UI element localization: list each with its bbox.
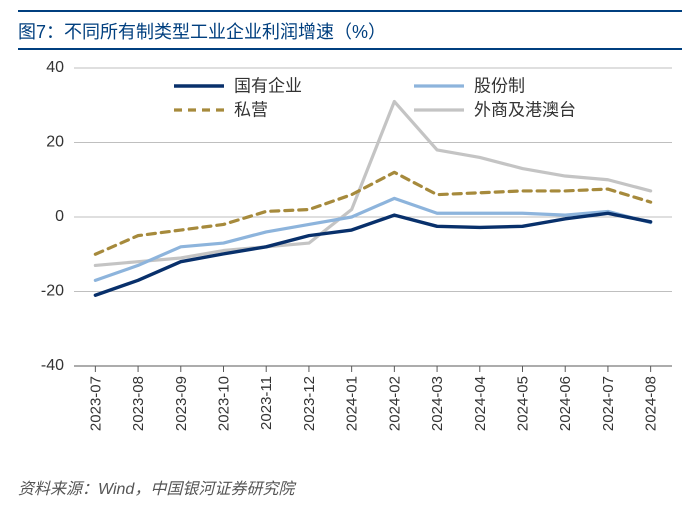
x-tick-label: 2024-06: [557, 376, 574, 431]
legend-label: 国有企业: [234, 76, 302, 95]
chart-plot-area: -40 -20 0 20 40 2023-07 2023-08 2023-09 2023-10 2…: [18, 56, 682, 473]
x-tick-label: 2024-04: [472, 376, 489, 431]
source-row: 资料来源：Wind，中国银河证券研究院: [18, 473, 682, 499]
series-line: [95, 198, 650, 280]
x-tick-label: 2023-12: [301, 376, 318, 431]
y-tick-label: 40: [46, 59, 64, 76]
chart-title: 图7：不同所有制类型工业企业利润增速（%）: [18, 22, 386, 42]
x-tick-label: 2023-08: [130, 376, 147, 431]
x-tick-label: 2023-07: [87, 376, 104, 431]
source-text: 资料来源：Wind，中国银河证券研究院: [18, 481, 294, 498]
legend-label: 外商及港澳台: [474, 100, 576, 119]
legend-label: 私营: [234, 100, 268, 119]
x-tick-label: 2024-08: [643, 376, 660, 431]
chart-title-row: 图7：不同所有制类型工业企业利润增速（%）: [18, 10, 682, 50]
x-tick-label: 2024-05: [515, 376, 532, 431]
x-tick-label: 2024-02: [386, 376, 403, 431]
series-line: [95, 213, 650, 295]
y-tick-label: -20: [41, 283, 64, 300]
x-tick-label: 2023-09: [173, 376, 190, 431]
x-tick-label: 2024-01: [344, 376, 361, 431]
y-tick-label: 20: [46, 134, 64, 151]
x-tick-label: 2023-10: [216, 376, 233, 431]
x-tick-label: 2023-11: [258, 376, 275, 430]
x-tick-label: 2024-07: [600, 376, 617, 431]
y-tick-label: 0: [55, 208, 64, 225]
x-tick-label: 2024-03: [429, 376, 446, 431]
legend-label: 股份制: [474, 76, 525, 95]
figure7-container: 图7：不同所有制类型工业企业利润增速（%） -40 -20 0 20 40 2023-07…: [0, 0, 700, 507]
line-chart-svg: -40 -20 0 20 40 2023-07 2023-08 2023-09 2023-10 2…: [18, 56, 682, 456]
y-tick-label: -40: [41, 357, 64, 374]
series-line: [95, 172, 650, 254]
